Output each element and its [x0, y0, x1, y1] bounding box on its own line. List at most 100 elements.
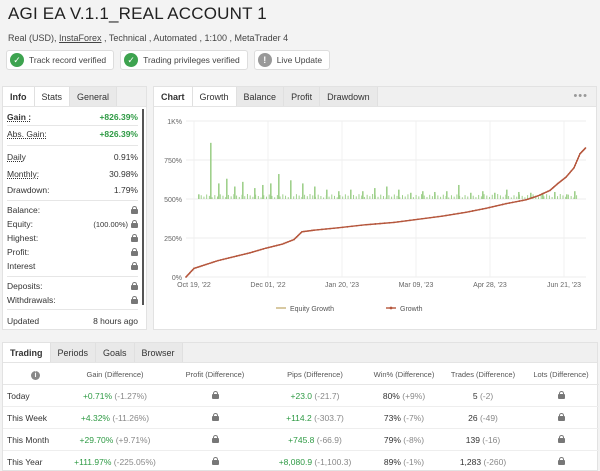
- growth-point: [388, 221, 391, 224]
- growth-point: [287, 241, 289, 243]
- daily-bar: [467, 196, 469, 199]
- tab-profit[interactable]: Profit: [284, 87, 321, 106]
- growth-point: [325, 228, 327, 230]
- tab-stats[interactable]: Stats: [34, 87, 71, 106]
- growth-point: [291, 239, 293, 242]
- growth-point: [557, 182, 559, 185]
- daily-bar: [246, 194, 248, 199]
- daily-bar: [271, 195, 273, 199]
- trades-cell: 26 (-49): [443, 413, 523, 423]
- growth-point: [545, 191, 547, 194]
- profit-cell: [165, 390, 265, 401]
- daily-bar: [502, 196, 504, 199]
- growth-point: [574, 164, 576, 167]
- updated-row: Updated 8 hours ago: [7, 315, 138, 327]
- badge-label: Track record verified: [29, 55, 107, 65]
- growth-point: [515, 200, 517, 203]
- equity-label: Equity:: [7, 219, 33, 229]
- tab-goals[interactable]: Goals: [96, 343, 135, 362]
- gain-value: +4.32%: [80, 412, 110, 423]
- divider: [7, 276, 138, 277]
- growth-point: [275, 244, 278, 247]
- daily-bar: [198, 194, 200, 199]
- tab-growth[interactable]: Growth: [192, 87, 237, 106]
- growth-point: [333, 227, 335, 230]
- lock-icon: [131, 296, 138, 304]
- broker-link[interactable]: InstaForex: [59, 33, 102, 43]
- daily-bar: [442, 194, 444, 199]
- growth-point: [562, 178, 565, 181]
- growth-point: [417, 218, 419, 221]
- growth-point: [273, 245, 275, 248]
- daily-bar: [461, 197, 463, 199]
- highest-label: Highest:: [7, 233, 39, 243]
- profit-label: Profit:: [7, 247, 30, 257]
- drawdown-label: Drawdown:: [7, 185, 50, 195]
- daily-bar: [398, 189, 400, 199]
- gain-value: +29.70%: [79, 434, 114, 445]
- growth-point: [243, 253, 246, 256]
- daily-bar: [543, 196, 545, 199]
- info-icon[interactable]: i: [31, 370, 40, 380]
- trading-privileges-badge[interactable]: ✓ Trading privileges verified: [120, 50, 248, 70]
- tab-browser[interactable]: Browser: [134, 343, 183, 362]
- growth-point: [413, 218, 415, 221]
- tab-drawdown[interactable]: Drawdown: [320, 87, 378, 106]
- daily-bar: [236, 195, 238, 199]
- updated-label: Updated: [7, 316, 40, 326]
- updated-value: 8 hours ago: [93, 316, 138, 326]
- growth-point: [278, 243, 281, 246]
- daily-bar: [559, 194, 561, 199]
- gain-diff: (-1.27%): [114, 390, 148, 401]
- gain-diff: (-225.05%): [113, 456, 156, 467]
- daily-bar: [334, 195, 335, 199]
- daily-bar: [538, 197, 539, 199]
- daily-bar: [328, 196, 330, 199]
- growth-point: [393, 221, 395, 224]
- growth-point: [425, 217, 427, 220]
- growth-point: [550, 188, 553, 191]
- trades-value: 139: [465, 434, 480, 445]
- table-row[interactable]: This Week +4.32% (-11.26%) +114.2 (-303.7)…: [3, 407, 599, 429]
- table-row[interactable]: This Year +111.97% (-225.05%) +8,080.9 (-1…: [3, 451, 599, 471]
- daily-bar: [203, 196, 205, 199]
- growth-point: [533, 196, 535, 199]
- tab-info[interactable]: Info: [3, 87, 35, 106]
- growth-point: [505, 202, 507, 205]
- tab-balance[interactable]: Balance: [236, 87, 285, 106]
- live-update-badge[interactable]: ! Live Update: [253, 50, 331, 70]
- growth-line: [185, 147, 587, 278]
- tab-general[interactable]: General: [70, 87, 118, 106]
- divider: [7, 200, 138, 201]
- lock-icon: [131, 248, 138, 256]
- tab-chart[interactable]: Chart: [154, 87, 193, 106]
- table-row[interactable]: Today +0.71% (-1.27%) +23.0 (-21.7) 80% (+9…: [3, 385, 599, 407]
- tab-periods[interactable]: Periods: [50, 343, 97, 362]
- daily-bar: [222, 195, 224, 199]
- table-body: Today +0.71% (-1.27%) +23.0 (-21.7) 80% (+9…: [3, 385, 599, 471]
- growth-point: [193, 267, 195, 270]
- y-tick-label: 750%: [164, 158, 182, 165]
- more-options-icon[interactable]: •••: [573, 90, 588, 102]
- growth-point: [219, 259, 222, 261]
- daily-bar: [393, 194, 395, 199]
- growth-point: [209, 262, 211, 265]
- growth-point: [397, 220, 399, 223]
- growth-point: [185, 276, 187, 278]
- tab-trading[interactable]: Trading: [3, 343, 51, 362]
- daily-bar: [244, 196, 246, 199]
- growth-point: [355, 224, 358, 227]
- growth-point: [259, 248, 262, 251]
- track-record-badge[interactable]: ✓ Track record verified: [6, 50, 115, 70]
- daily-bar: [399, 197, 401, 199]
- growth-point: [567, 173, 570, 175]
- growth-point: [541, 193, 543, 195]
- lock-icon: [557, 456, 565, 465]
- equity-value-wrap: (100.00%): [93, 220, 138, 229]
- daily-bar: [206, 194, 208, 199]
- daily-bar: [338, 191, 340, 199]
- table-row[interactable]: This Month +29.70% (+9.71%) +745.8 (-66.9)…: [3, 429, 599, 451]
- growth-point: [555, 183, 558, 186]
- daily-bar: [369, 196, 371, 199]
- daily-bar: [391, 196, 393, 199]
